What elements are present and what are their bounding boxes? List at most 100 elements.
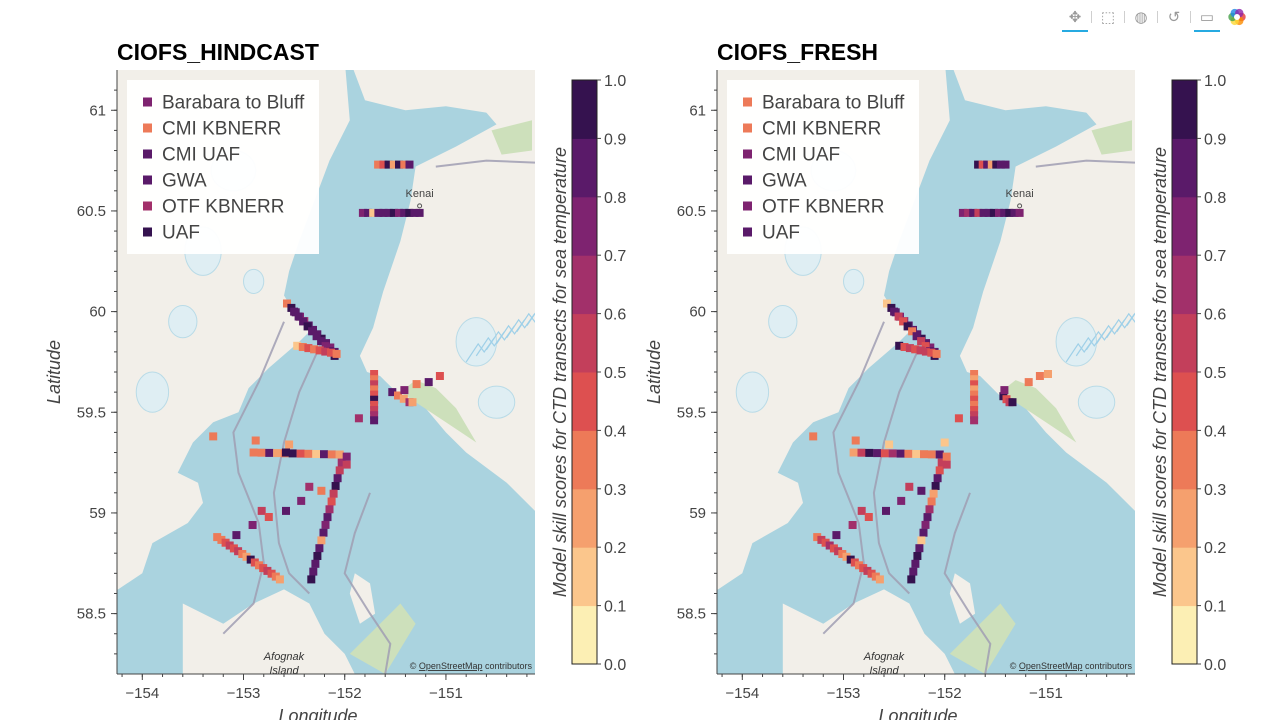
data-point: [337, 458, 346, 467]
data-point: [221, 538, 230, 547]
y-tick-label: 60: [89, 304, 106, 321]
legend-swatch: [743, 175, 752, 185]
data-point: [389, 160, 398, 169]
legend-label: CMI UAF: [162, 145, 240, 166]
place-label-island: Island: [269, 665, 299, 677]
data-point: [283, 299, 291, 308]
toolbar-separator: [1124, 11, 1125, 23]
data-point: [323, 513, 332, 522]
tooltip-tool[interactable]: ▭: [1192, 5, 1222, 32]
legend-swatch: [143, 201, 152, 211]
data-point: [894, 312, 903, 321]
data-point: [335, 450, 344, 459]
colorbar-tick-label: 0.8: [604, 190, 626, 207]
colorbar-segment: [1172, 605, 1197, 665]
colorbar-tick-label: 0.4: [604, 423, 626, 440]
data-point: [937, 458, 946, 467]
chart-title: CIOFS_HINDCAST: [117, 39, 319, 65]
data-point: [883, 299, 891, 308]
data-point: [370, 395, 379, 404]
data-point: [405, 160, 414, 169]
colorbar-tick-label: 0.6: [604, 307, 626, 324]
legend-swatch: [143, 149, 152, 159]
data-point: [915, 544, 924, 553]
data-point: [970, 385, 979, 394]
data-point: [863, 566, 872, 575]
y-tick-label: 58.5: [677, 606, 706, 623]
data-point: [970, 380, 979, 389]
data-point: [317, 536, 326, 545]
attribution-link[interactable]: OpenStreetMap: [1019, 661, 1083, 671]
data-point: [209, 432, 218, 441]
data-point: [294, 312, 303, 321]
data-point: [259, 564, 268, 573]
data-point: [970, 406, 979, 414]
pan-tool[interactable]: ✥: [1060, 5, 1090, 32]
box-zoom-tool[interactable]: ⬚: [1093, 5, 1123, 29]
data-point: [319, 528, 328, 537]
data-point: [978, 160, 987, 169]
data-point: [859, 564, 868, 573]
colorbar-tick-label: 0.7: [1204, 248, 1226, 265]
legend: Barabara to Bluff CMI KBNERR CMI UAF GWA OTF…: [727, 80, 919, 254]
data-point: [400, 160, 409, 169]
data-point: [374, 160, 383, 169]
data-point: [410, 208, 419, 217]
colorbar-segment: [572, 255, 597, 315]
data-point: [1005, 208, 1014, 217]
colorbar-segment: [572, 430, 597, 490]
data-point: [310, 345, 319, 354]
glacier-area: [735, 371, 770, 413]
colorbar-segment: [1172, 488, 1197, 548]
data-point: [970, 416, 979, 425]
data-point: [989, 208, 998, 217]
data-point: [1008, 398, 1017, 407]
chart-title: CIOFS_FRESH: [717, 39, 878, 65]
colorbar: 0.0 0.1 0.2 0.3 0.4 0.5 0.6 0.7 0.8 0.9 1.0 Model s…: [550, 73, 626, 674]
data-point: [384, 208, 393, 217]
data-point: [374, 208, 383, 217]
data-point: [321, 342, 330, 351]
legend-label: GWA: [162, 171, 207, 192]
data-point: [370, 400, 379, 409]
data-point: [873, 449, 882, 458]
data-point: [970, 400, 979, 409]
data-point: [394, 391, 402, 400]
colorbar-tick-label: 0.9: [604, 131, 626, 148]
x-tick-label: −152: [928, 685, 962, 702]
place-label-island: Island: [869, 665, 899, 677]
data-point: [424, 378, 433, 387]
bokeh-logo-icon[interactable]: [1226, 6, 1248, 28]
data-point: [851, 436, 860, 445]
glacier-area: [455, 317, 498, 367]
attribution-link[interactable]: OpenStreetMap: [419, 661, 483, 671]
data-point: [370, 390, 379, 399]
data-point: [342, 452, 351, 461]
data-point: [288, 449, 297, 458]
data-point: [315, 346, 324, 355]
hover-tool[interactable]: ◍: [1126, 5, 1156, 29]
colorbar-tick-label: 0.2: [604, 540, 626, 557]
legend-label: UAF: [762, 223, 800, 244]
legend-swatch: [743, 97, 752, 107]
x-tick-label: −154: [725, 685, 759, 702]
data-point: [871, 572, 880, 581]
data-point: [238, 550, 247, 558]
data-point: [304, 344, 313, 353]
colorbar: 0.0 0.1 0.2 0.3 0.4 0.5 0.6 0.7 0.8 0.9 1.0 Model s…: [1150, 73, 1226, 674]
shuyak-forest: [349, 603, 416, 674]
comment-icon: ▭: [1199, 9, 1215, 26]
marine-boundary-mid: [272, 335, 326, 595]
colorbar-tick-label: 0.8: [1204, 190, 1226, 207]
data-point: [325, 505, 334, 514]
data-point: [813, 533, 822, 542]
data-point: [1000, 386, 1009, 395]
reset-tool[interactable]: ↺: [1159, 5, 1189, 29]
glacier-area: [1077, 385, 1116, 419]
colorbar-tick-label: 0.0: [604, 657, 626, 674]
box-zoom-icon: ⬚: [1100, 9, 1116, 26]
data-point: [312, 450, 321, 458]
data-point: [327, 497, 336, 506]
data-point: [970, 375, 979, 384]
